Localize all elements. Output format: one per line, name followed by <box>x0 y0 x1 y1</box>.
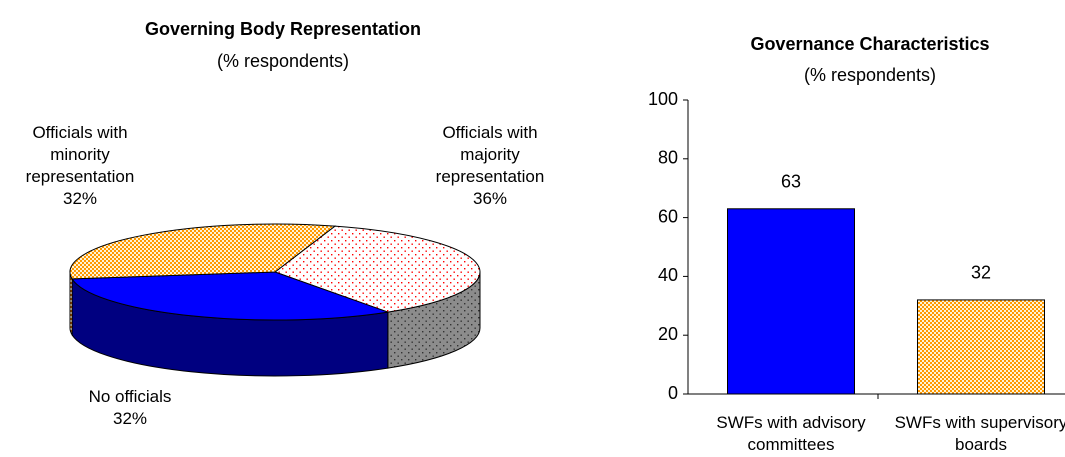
y-tick-label: 0 <box>668 383 678 403</box>
pie-side <box>69 271 73 337</box>
chart-title: Governance Characteristics <box>750 34 989 54</box>
x-tick-label: SWFs with advisory committees <box>716 413 866 454</box>
y-tick-label: 60 <box>658 206 678 226</box>
chart-subtitle: (% respondents) <box>804 65 936 85</box>
y-tick-label: 40 <box>658 265 678 285</box>
y-tick-label: 100 <box>648 89 678 109</box>
y-tick-label: 20 <box>658 324 678 344</box>
pie-slice <box>273 225 481 313</box>
pie-value-label: 36% <box>472 189 508 208</box>
data-label: 32 <box>971 263 991 283</box>
pie-label: No officials <box>88 387 172 406</box>
y-tick-label: 80 <box>658 148 678 168</box>
pie-slice <box>71 271 389 321</box>
data-label: 63 <box>781 172 801 192</box>
pie-value-label: 32% <box>62 189 98 208</box>
x-tick-label: SWFs with supervisory boards <box>894 413 1065 454</box>
chart-title: Governing Body Representation <box>145 19 421 39</box>
pie-value-label: 32% <box>112 409 148 428</box>
pie-label: Officials with majority representation <box>435 123 545 186</box>
pie-label: Officials with minority representation <box>25 123 135 186</box>
chart-subtitle: (% respondents) <box>217 51 349 71</box>
pie-slice <box>69 223 337 280</box>
bar <box>917 299 1045 395</box>
bar <box>727 208 855 395</box>
